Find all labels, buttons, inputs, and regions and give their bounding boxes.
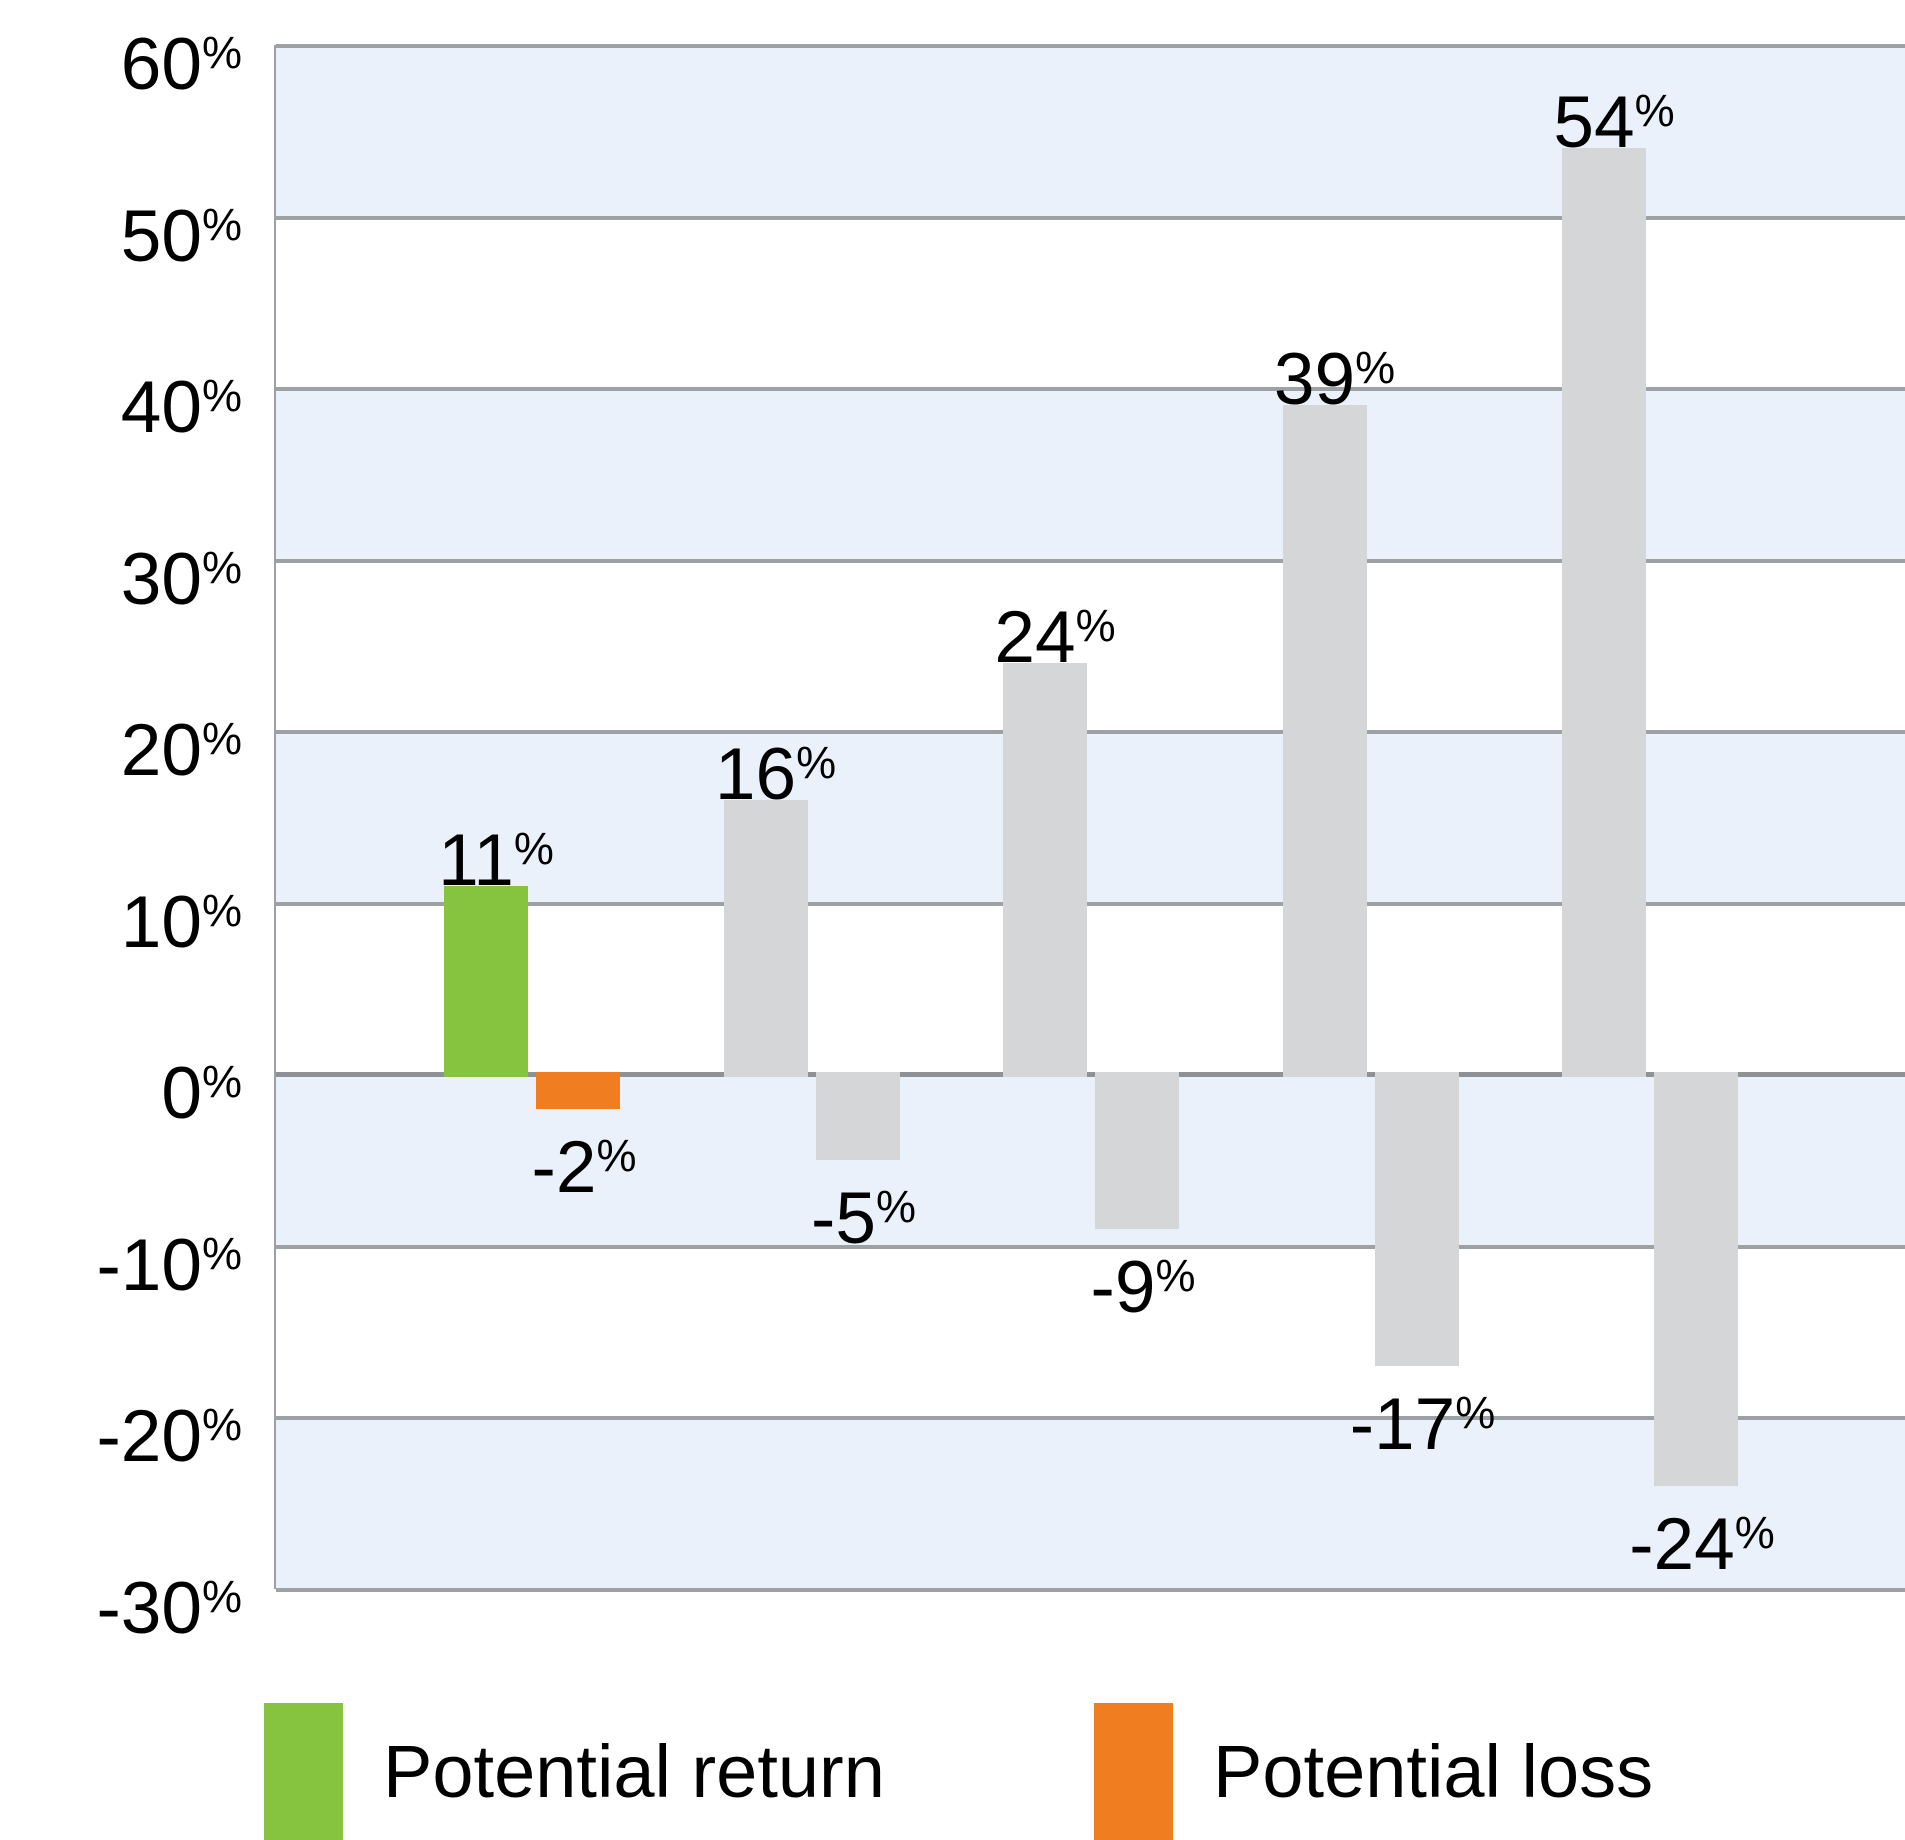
value-number: 50	[120, 195, 202, 277]
percent-sign: %	[201, 1227, 242, 1279]
potential-loss-swatch	[1094, 1703, 1173, 1840]
percent-sign: %	[796, 736, 837, 788]
plot-band-stripe	[276, 388, 1905, 560]
percent-sign: %	[1355, 342, 1396, 394]
value-number: -17	[1349, 1383, 1456, 1465]
potential-loss-bar	[815, 1072, 900, 1161]
percent-sign: %	[1455, 1386, 1496, 1438]
bar-value-label: -24%	[1629, 1496, 1775, 1582]
value-number: -30	[96, 1568, 202, 1649]
potential-loss-label: Potential loss	[1213, 1730, 1654, 1813]
percent-sign: %	[1734, 1507, 1775, 1559]
bar-value-label: -9%	[1091, 1239, 1196, 1325]
potential-loss-bar	[1095, 1072, 1179, 1229]
gridline	[276, 1416, 1905, 1421]
percent-sign: %	[1155, 1249, 1196, 1301]
legend: Potential return Potential loss	[0, 1703, 1905, 1840]
percent-sign: %	[201, 27, 242, 78]
percent-sign: %	[1634, 84, 1675, 136]
value-number: -2	[531, 1126, 597, 1208]
value-number: 20	[120, 710, 202, 792]
potential-return-bar-highlighted	[444, 885, 528, 1078]
gridline	[276, 1244, 1905, 1249]
bar-value-label: 24%	[994, 589, 1115, 675]
potential-loss-bar	[1374, 1072, 1459, 1366]
y-axis-line	[274, 45, 276, 1589]
y-axis-tick-label: 60%	[0, 11, 242, 107]
y-axis-tick-label: -10%	[0, 1212, 242, 1308]
value-number: 40	[120, 367, 202, 449]
percent-sign: %	[596, 1129, 637, 1181]
gridline	[276, 901, 1905, 906]
value-number: 16	[714, 733, 797, 815]
bar-value-label: 11%	[438, 812, 554, 898]
plot-band-stripe	[276, 1417, 1905, 1589]
y-axis-tick-label: 20%	[0, 697, 242, 793]
percent-sign: %	[201, 370, 242, 422]
y-axis-tick-label: 50%	[0, 183, 242, 279]
value-number: -9	[1090, 1246, 1156, 1328]
bar-value-label: -5%	[811, 1170, 916, 1256]
percent-sign: %	[201, 713, 242, 765]
potential-return-bar	[1003, 662, 1087, 1078]
value-number: 54	[1553, 81, 1635, 163]
percent-sign: %	[201, 1399, 242, 1451]
value-number: 10	[120, 881, 202, 963]
potential-return-bar	[1562, 147, 1646, 1078]
y-axis-tick-label: -30%	[0, 1555, 242, 1651]
y-axis-tick-label: -20%	[0, 1383, 242, 1479]
gridline	[276, 558, 1905, 563]
percent-sign: %	[1075, 599, 1116, 651]
percent-sign: %	[201, 198, 242, 250]
gridline	[276, 215, 1905, 220]
potential-return-bar	[1282, 405, 1367, 1078]
value-number: 39	[1273, 339, 1356, 421]
y-axis-tick-label: 10%	[0, 869, 242, 965]
potential-return-label: Potential return	[383, 1730, 885, 1813]
y-axis-tick-label: 40%	[0, 354, 242, 450]
gridline	[276, 44, 1905, 48]
gridline	[276, 387, 1905, 392]
zero-gridline	[276, 1072, 1905, 1078]
percent-sign: %	[201, 884, 242, 936]
bar-value-label: -17%	[1350, 1376, 1496, 1462]
value-number: 30	[120, 538, 202, 620]
potential-loss-bar	[1654, 1072, 1738, 1487]
bar-value-label: 39%	[1274, 331, 1395, 417]
potential-loss-bar-highlighted	[536, 1072, 620, 1109]
percent-sign: %	[875, 1181, 916, 1233]
potential-return-swatch	[264, 1703, 343, 1840]
gridline	[276, 1588, 1905, 1592]
y-axis-tick-label: 30%	[0, 526, 242, 622]
value-number: -24	[1629, 1504, 1735, 1586]
percent-sign: %	[201, 541, 242, 593]
value-number: 11	[438, 819, 514, 901]
value-number: 0	[161, 1053, 202, 1135]
bar-value-label: 54%	[1553, 74, 1674, 160]
percent-sign: %	[201, 1571, 242, 1622]
y-axis-tick-label: 0%	[0, 1040, 242, 1136]
percent-sign: %	[513, 822, 554, 874]
value-number: -20	[96, 1396, 202, 1478]
potential-return-bar	[723, 799, 808, 1078]
value-number: -10	[96, 1224, 202, 1306]
value-number: 60	[120, 24, 202, 105]
percent-sign: %	[201, 1056, 242, 1108]
bar-value-label: 16%	[715, 726, 836, 812]
gridline	[276, 730, 1905, 735]
plot-band-plain	[276, 1245, 1905, 1418]
value-number: 24	[994, 596, 1076, 678]
bar-value-label: -2%	[532, 1119, 637, 1205]
plot-band-plain	[276, 216, 1905, 389]
value-number: -5	[811, 1178, 876, 1260]
